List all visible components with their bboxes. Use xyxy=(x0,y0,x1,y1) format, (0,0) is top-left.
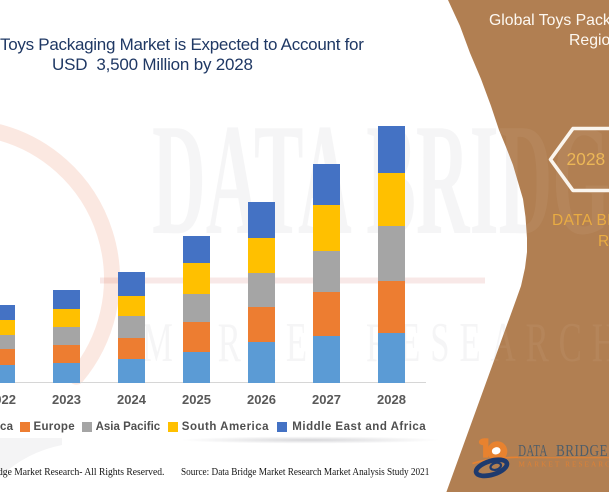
svg-text:BRIDGE: BRIDGE xyxy=(556,443,608,461)
svg-text:MARKET RESEARCH: MARKET RESEARCH xyxy=(519,459,609,468)
svg-text:MARKET RESEARCH: MARKET RESEARCH xyxy=(142,312,609,375)
svg-text:DATA BRIDGE: DATA BRIDGE xyxy=(152,91,609,268)
svg-text:DATA: DATA xyxy=(518,443,548,461)
